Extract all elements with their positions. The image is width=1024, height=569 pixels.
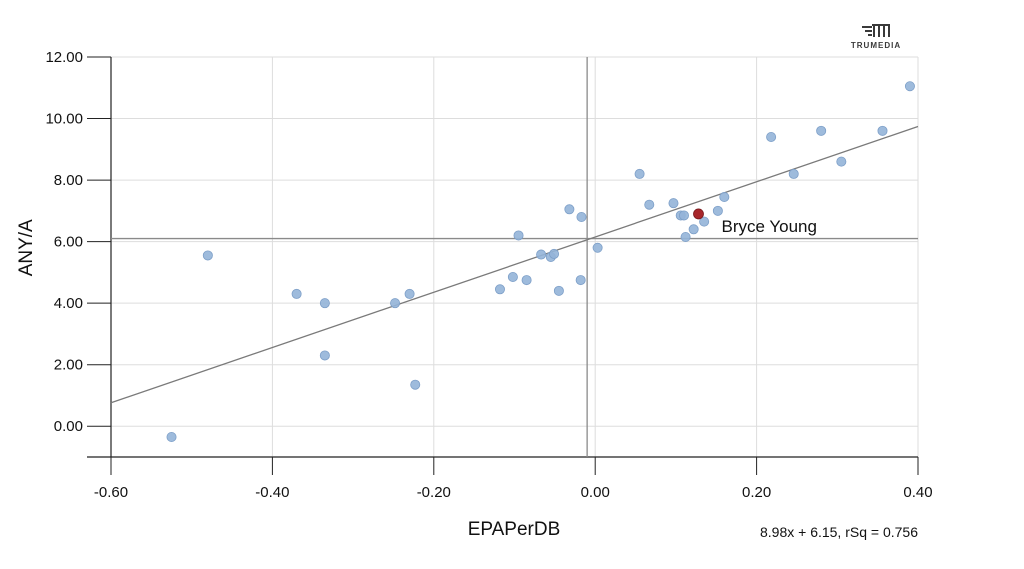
data-point [536, 249, 547, 260]
trumedia-logo-text: TRUMEDIA [850, 41, 902, 50]
data-point [688, 224, 699, 235]
data-point [644, 199, 655, 210]
y-axis-title: ANY/A [16, 219, 37, 276]
data-point [575, 275, 586, 286]
data-point [319, 350, 330, 361]
y-tick-label: 12.00 [45, 49, 83, 66]
data-point [712, 205, 723, 216]
trumedia-logo: TRUMEDIA [846, 22, 906, 54]
data-point [521, 275, 532, 286]
data-point [699, 216, 710, 227]
data-point [836, 156, 847, 167]
data-point [904, 81, 915, 92]
trumedia-logo-icon [862, 24, 890, 37]
y-tick-label: 2.00 [54, 357, 83, 374]
trendline [110, 125, 919, 404]
data-point [678, 210, 689, 221]
data-point [319, 298, 330, 309]
x-tick-label: -0.60 [94, 484, 128, 501]
data-point [202, 250, 213, 261]
data-point [166, 431, 177, 442]
x-tick-label: 0.40 [903, 484, 932, 501]
data-point [680, 231, 691, 242]
y-tick-label: 6.00 [54, 234, 83, 251]
data-point [634, 168, 645, 179]
data-point [410, 379, 421, 390]
regression-equation: 8.98x + 6.15, rSq = 0.756 [760, 524, 918, 540]
x-tick-label: -0.40 [255, 484, 289, 501]
data-point [404, 288, 415, 299]
x-tick-label: -0.20 [417, 484, 451, 501]
data-point [766, 131, 777, 142]
data-point [576, 211, 587, 222]
data-point [719, 191, 730, 202]
data-point [291, 288, 302, 299]
data-point [816, 125, 827, 136]
x-tick-label: 0.00 [581, 484, 610, 501]
highlight-point [693, 208, 704, 220]
y-tick-label: 4.00 [54, 295, 83, 312]
data-point [390, 298, 401, 309]
data-point [564, 204, 575, 215]
data-point [788, 168, 799, 179]
data-point [507, 271, 518, 282]
x-tick-label: 0.20 [742, 484, 771, 501]
data-point [668, 198, 679, 209]
data-point [494, 284, 505, 295]
highlight-label: Bryce Young [721, 217, 816, 236]
data-point [592, 242, 603, 253]
y-tick-label: 0.00 [54, 418, 83, 435]
data-point [877, 125, 888, 136]
y-tick-label: 8.00 [54, 172, 83, 189]
data-point [553, 285, 564, 296]
data-point [513, 230, 524, 241]
y-tick-label: 10.00 [45, 111, 83, 128]
x-axis-title: EPAPerDB [468, 519, 561, 540]
data-point [549, 248, 560, 259]
